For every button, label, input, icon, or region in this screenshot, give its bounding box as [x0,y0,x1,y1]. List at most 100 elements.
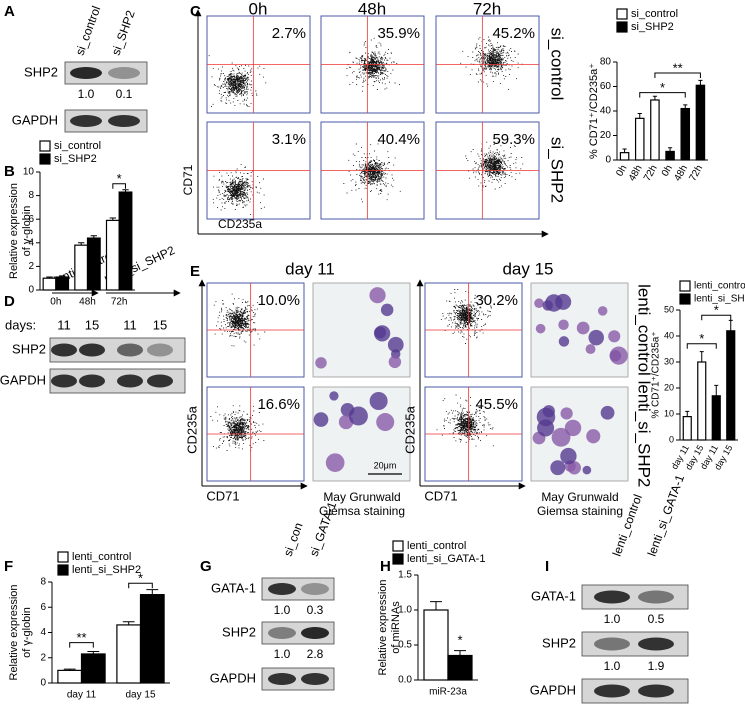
y-tick-label: 20 [664,382,674,392]
cell [608,330,621,343]
y-tick-label: 1.0 [398,605,412,616]
gate-percentage: 2.7% [272,25,306,42]
x-tick-label: day 11 [67,690,97,701]
cell [597,306,608,316]
x-tick-label: 0h [660,163,675,178]
significance-bracket [654,72,701,79]
significance-label: * [457,632,462,647]
y-tick-label: 0 [28,285,34,296]
y-tick-label: 8 [28,190,34,201]
flow-events [212,163,265,215]
bar [139,594,165,684]
blot-label: SHP2 [222,624,256,639]
axis-label: CD71 [206,488,239,503]
cell [329,391,339,401]
blot-band [594,637,630,651]
bar [116,624,142,684]
panel-label: H [380,558,391,575]
timepoint-header: 72h [473,0,501,18]
bar [634,117,645,161]
panel-label: I [545,558,549,575]
x-tick-label: 48h [627,163,645,183]
panel-label: D [4,293,15,310]
day-label: 11 [123,317,137,332]
x-tick-label: 0h [614,163,629,178]
flow-events [210,405,265,451]
error-bar [714,384,719,396]
bar [619,152,630,161]
gate-percentage: 59.3% [492,131,535,148]
bar [447,654,473,681]
y-tick-label: 10 [664,408,674,418]
quantification: 2.8 [307,647,324,661]
bar [55,276,70,291]
y-tick-label: 6 [28,214,34,225]
staining-label: May Grunwald [541,490,618,504]
significance-label: * [714,303,719,318]
x-tick-label: miR-23a [429,687,467,698]
cell [348,406,368,426]
cell [315,357,327,369]
cell [582,465,592,475]
blot-band [594,684,630,698]
legend-swatch [392,540,404,552]
scale-bar-label: 20μm [374,460,397,470]
y-tick-label: 0 [605,155,611,166]
significance-label: * [699,331,704,346]
significance-label: * [138,571,143,586]
cell [380,303,394,317]
y-tick-label: 8 [40,577,46,588]
legend-swatch [616,8,628,20]
bar [697,361,707,441]
bar [711,395,721,441]
y-tick-label: 4 [28,237,34,248]
flow-events [208,55,267,107]
significance-bracket [69,642,94,648]
legend-label: si_control [54,140,101,152]
gate-percentage: 10.0% [257,292,300,309]
panel-label: B [4,163,15,180]
y-tick-label: 0 [669,434,674,444]
day-label: 11 [57,317,71,332]
blot-band [301,583,329,595]
blot-band [147,343,173,357]
error-bar [637,112,642,119]
lane-label: si_control [73,4,104,57]
blot-band [638,684,674,698]
axis-label: CD71 [424,488,457,503]
x-tick-label: day 15 [125,690,155,701]
cell [313,412,329,427]
gate-percentage: 3.1% [272,131,306,148]
legend-label: lenti_control [694,281,745,292]
blot-band [117,343,143,357]
quantification: 1.0 [604,659,621,673]
cell [609,346,628,365]
bar [74,244,89,291]
error-bar [622,148,627,153]
legend-swatch [616,21,628,33]
significance-bracket [128,582,153,589]
staining-label: May Grunwald [323,490,400,504]
blot-band [268,673,296,685]
y-tick-label: 1.5 [398,570,412,581]
panel-label: F [4,558,13,575]
y-tick-label: 2 [40,652,46,663]
bar [105,219,120,291]
condition-label: lenti_control [635,284,654,376]
error-bar [698,79,703,86]
blot-band [51,343,77,357]
error-bar [667,147,673,152]
blot-label: GAPDH [12,112,58,127]
cell [535,323,546,334]
y-axis-label: % CD71⁺/CD235a⁺ [588,63,600,159]
y-tick-label: 2 [28,261,34,272]
legend-label: si_control [631,8,678,20]
bar [57,669,83,684]
significance-bracket [701,314,732,321]
legend-label: lenti_control [72,551,131,563]
panel-label: A [4,3,15,20]
blot-label: GAPDH [530,682,576,697]
cell [560,407,573,420]
quantification: 1.0 [274,647,291,661]
